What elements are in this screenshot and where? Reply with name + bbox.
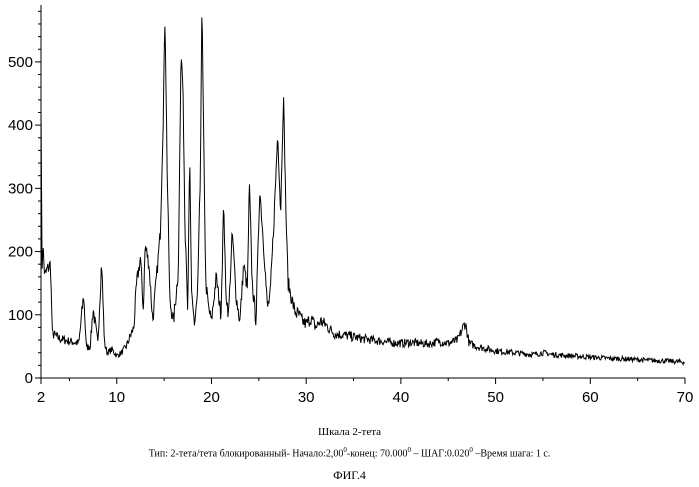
caption-type: Тип: 2-тета/тета блокированный- Начало:2… — [149, 448, 344, 459]
caption-end: -конец: 70.000 — [347, 448, 408, 459]
x-tick-label: 20 — [203, 389, 220, 406]
y-tick-label: 0 — [25, 370, 33, 387]
x-tick-label: 10 — [108, 389, 125, 406]
xrd-chart: 2 10 20 30 40 50 60 70 0 100 200 300 400 500 — [0, 0, 699, 420]
chart-axes — [41, 5, 685, 378]
y-tick-label: 500 — [8, 54, 33, 71]
x-tick-label: 60 — [582, 389, 599, 406]
x-tick-label: 2 — [37, 389, 45, 406]
x-tick-label: 70 — [677, 389, 694, 406]
y-tick-label: 200 — [8, 244, 33, 261]
y-tick-label: 100 — [8, 307, 33, 324]
y-tick-label: 300 — [8, 180, 33, 197]
y-tick-label: 400 — [8, 117, 33, 134]
x-tick-label: 50 — [487, 389, 504, 406]
caption-time: –Время шага: 1 с. — [473, 448, 550, 459]
series-line — [41, 18, 685, 365]
figure-label: ФИГ.4 — [0, 468, 699, 483]
x-tick-label: 30 — [298, 389, 315, 406]
x-axis-label: Шкала 2-тета — [0, 426, 699, 438]
scan-parameters-caption: Тип: 2-тета/тета блокированный- Начало:2… — [0, 446, 699, 459]
caption-step: – ШАГ:0.020 — [411, 448, 469, 459]
x-tick-label: 40 — [393, 389, 410, 406]
chart-ticks: 2 10 20 30 40 50 60 70 0 100 200 300 400 500 — [8, 11, 693, 406]
